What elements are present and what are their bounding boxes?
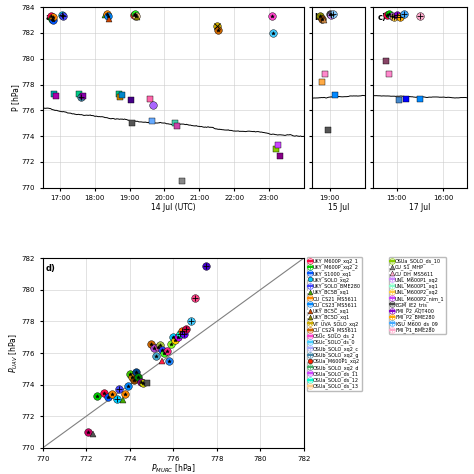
Text: c): c) (378, 12, 387, 21)
Text: b): b) (315, 12, 324, 21)
X-axis label: 17 Jul: 17 Jul (409, 203, 431, 212)
X-axis label: 14 Jul (UTC): 14 Jul (UTC) (151, 203, 195, 212)
Text: a): a) (46, 12, 55, 21)
X-axis label: 15 Jul: 15 Jul (328, 203, 349, 212)
Y-axis label: P [hPa]: P [hPa] (11, 84, 20, 111)
Legend: OSUa_SOLO_ds_10, CU_S1_MHP, CU_DH_MS5611, UNL_M600P1_xq2, UNL_M600P1_xq1, UNL_M6: OSUa_SOLO_ds_10, CU_S1_MHP, CU_DH_MS5611… (389, 257, 446, 335)
X-axis label: $P_{MURC}$ [hPa]: $P_{MURC}$ [hPa] (151, 463, 195, 474)
Y-axis label: $P_{UAV}$ [hPa]: $P_{UAV}$ [hPa] (8, 333, 20, 373)
Text: d): d) (46, 264, 55, 273)
